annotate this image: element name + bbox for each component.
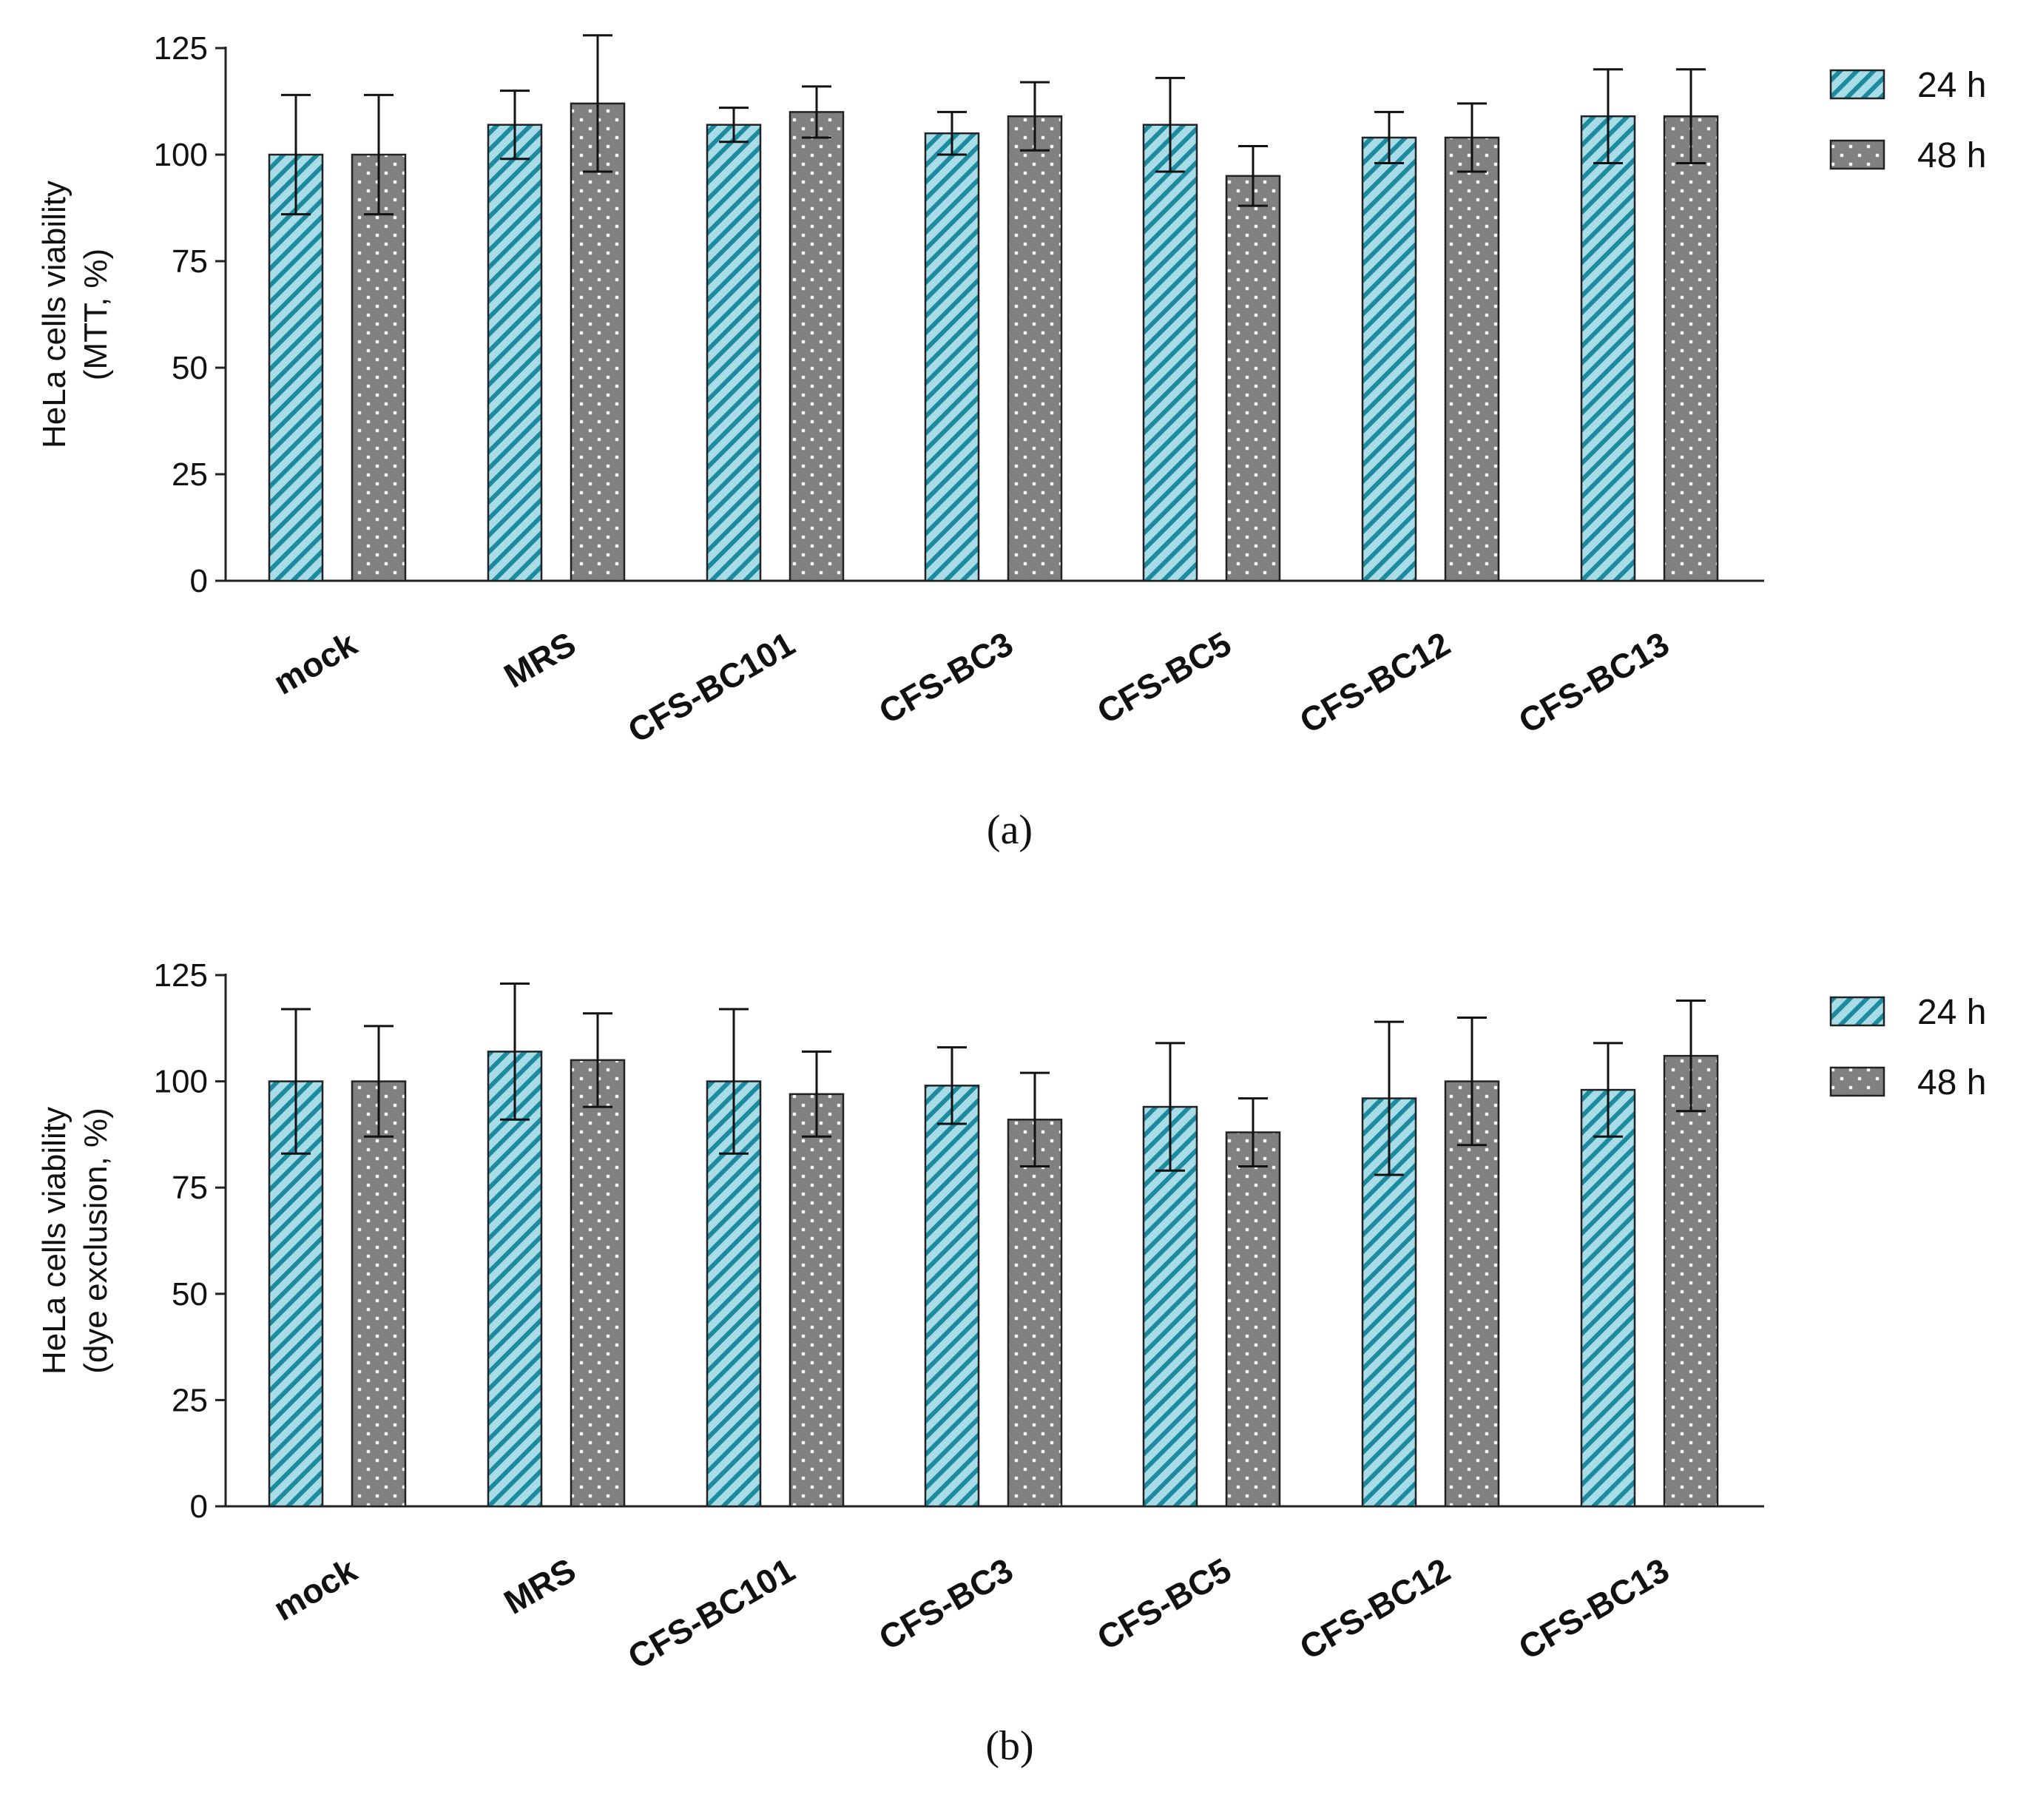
chart-panel-b: 0 25 50 75 100 125 HeLa cells viability (dye ex… [36, 957, 1986, 1769]
y-tick-label: 0 [190, 563, 208, 599]
bar-48h [570, 1059, 626, 1508]
category-label: CFS-BC3 [872, 624, 1019, 732]
category-label: CFS-BC5 [1090, 624, 1237, 732]
bar-24h [924, 1085, 980, 1508]
category-label: CFS-BC13 [1512, 1551, 1675, 1668]
category-label: CFS-BC3 [872, 1551, 1019, 1658]
bar-24h [706, 124, 762, 582]
y-tick-label: 25 [172, 456, 208, 493]
bar-24h [1580, 115, 1636, 582]
category-label: CFS-BC101 [621, 1551, 801, 1676]
bar-48h [570, 102, 626, 582]
bar-24h [924, 132, 980, 582]
legend-swatch-48h [1829, 1066, 1885, 1097]
legend-label-48h: 48 h [1917, 136, 1986, 175]
panel-label: (a) [987, 807, 1033, 853]
category-label: CFS-BC101 [621, 624, 801, 750]
bar-24h [487, 1051, 543, 1508]
category-label: MRS [497, 1551, 582, 1622]
legend-label-24h: 24 h [1917, 66, 1986, 105]
bar-48h [351, 1080, 407, 1508]
y-tick-label: 100 [154, 1064, 208, 1100]
bar-48h [789, 1093, 845, 1508]
y-axis-title-line2: (dye exclusion, %) [78, 1108, 114, 1373]
bar-24h [1580, 1088, 1636, 1508]
category-label: CFS-BC12 [1293, 624, 1456, 741]
y-axis-title-line1: HeLa cells viability [36, 181, 72, 448]
y-tick-label: 50 [172, 1276, 208, 1312]
bar-48h [1225, 175, 1281, 582]
bar-24h [1142, 124, 1198, 582]
bar-48h [789, 111, 845, 582]
y-tick-label: 125 [154, 957, 208, 994]
legend-swatch-24h [1829, 69, 1885, 100]
y-tick-label: 100 [154, 137, 208, 173]
y-tick-label: 75 [172, 243, 208, 280]
category-label: CFS-BC13 [1512, 624, 1675, 741]
category-label: mock [267, 624, 363, 701]
bar-48h [1007, 1119, 1063, 1508]
bar-48h [1663, 115, 1719, 582]
category-label: mock [267, 1550, 363, 1628]
bar-24h [487, 124, 543, 582]
bar-48h [1225, 1131, 1281, 1508]
bar-48h [1663, 1054, 1719, 1508]
category-label: CFS-BC12 [1293, 1551, 1456, 1668]
bar-24h [1142, 1105, 1198, 1508]
bar-48h [351, 153, 407, 582]
y-tick-label: 125 [154, 30, 208, 67]
y-tick-label: 50 [172, 350, 208, 386]
legend-label-24h: 24 h [1917, 993, 1986, 1032]
legend-label-48h: 48 h [1917, 1063, 1986, 1102]
y-tick-label: 75 [172, 1170, 208, 1206]
category-label: MRS [497, 624, 582, 695]
bar-48h [1444, 136, 1500, 582]
y-axis-title-line2: (MTT, %) [78, 249, 114, 380]
y-tick-label: 25 [172, 1382, 208, 1418]
bar-24h [268, 153, 324, 582]
y-axis-title-line1: HeLa cells viability [36, 1107, 72, 1375]
bar-24h [1361, 136, 1417, 582]
panel-label: (b) [985, 1723, 1033, 1769]
legend-swatch-24h [1829, 996, 1885, 1027]
legend-swatch-48h [1829, 139, 1885, 170]
category-label: CFS-BC5 [1090, 1551, 1237, 1658]
y-tick-label: 0 [190, 1489, 208, 1525]
chart-panel-a: 0 25 50 75 100 125 HeLa cells viability (MTT, %… [36, 30, 1986, 853]
bar-48h [1007, 115, 1063, 582]
